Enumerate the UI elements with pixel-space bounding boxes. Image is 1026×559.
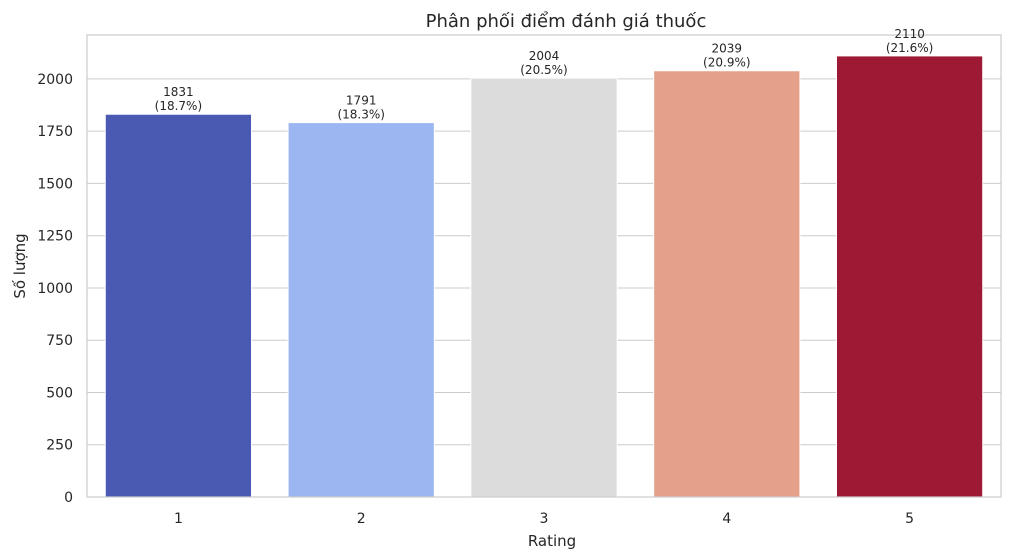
bar-percent-label: (20.9%) (703, 56, 750, 70)
y-tick-label: 1500 (37, 176, 73, 192)
bar-rating-5 (835, 55, 984, 498)
bar-rating-1 (104, 113, 253, 498)
x-axis-label: Rating (528, 532, 576, 550)
x-tick-label: 5 (905, 511, 914, 527)
bar-rating-4 (653, 70, 801, 498)
bar-value-label: 1791 (346, 94, 377, 108)
y-tick-label: 0 (64, 490, 73, 506)
x-tick-label: 3 (540, 511, 549, 527)
x-tick-label: 1 (174, 511, 183, 527)
y-tick-label: 750 (46, 333, 73, 349)
bar-percent-label: (20.5%) (520, 63, 567, 77)
x-axis-ticks: 1 2 3 4 5 (174, 511, 914, 527)
bar-value-label: 2004 (529, 49, 560, 63)
bar-value-label: 2039 (712, 42, 743, 56)
y-axis-label: Số lượng (11, 233, 29, 298)
bar-percent-label: (18.7%) (155, 99, 202, 113)
bar-value-label: 1831 (163, 85, 194, 99)
plot-frame (86, 34, 1002, 498)
y-tick-label: 1750 (37, 124, 73, 140)
y-tick-label: 500 (46, 385, 73, 401)
bar-percent-label: (21.6%) (886, 41, 933, 55)
bars (104, 55, 984, 498)
bar-rating-2 (287, 122, 435, 498)
chart-title: Phân phối điểm đánh giá thuốc (426, 11, 707, 32)
y-tick-label: 250 (46, 438, 73, 454)
bar-value-label: 2110 (894, 27, 925, 41)
y-tick-label: 2000 (37, 72, 73, 88)
y-tick-label: 1000 (37, 281, 73, 297)
y-axis-ticks: 0 250 500 750 1000 1250 1500 1750 2000 (37, 72, 73, 506)
bar-rating-3 (470, 77, 618, 498)
y-tick-label: 1250 (37, 229, 73, 245)
data-labels: 1831(18.7%) 1791(18.3%) 2004(20.5%) 2039(20… (155, 27, 934, 122)
x-tick-label: 4 (722, 511, 731, 527)
x-tick-label: 2 (357, 511, 366, 527)
bar-percent-label: (18.3%) (337, 108, 384, 122)
